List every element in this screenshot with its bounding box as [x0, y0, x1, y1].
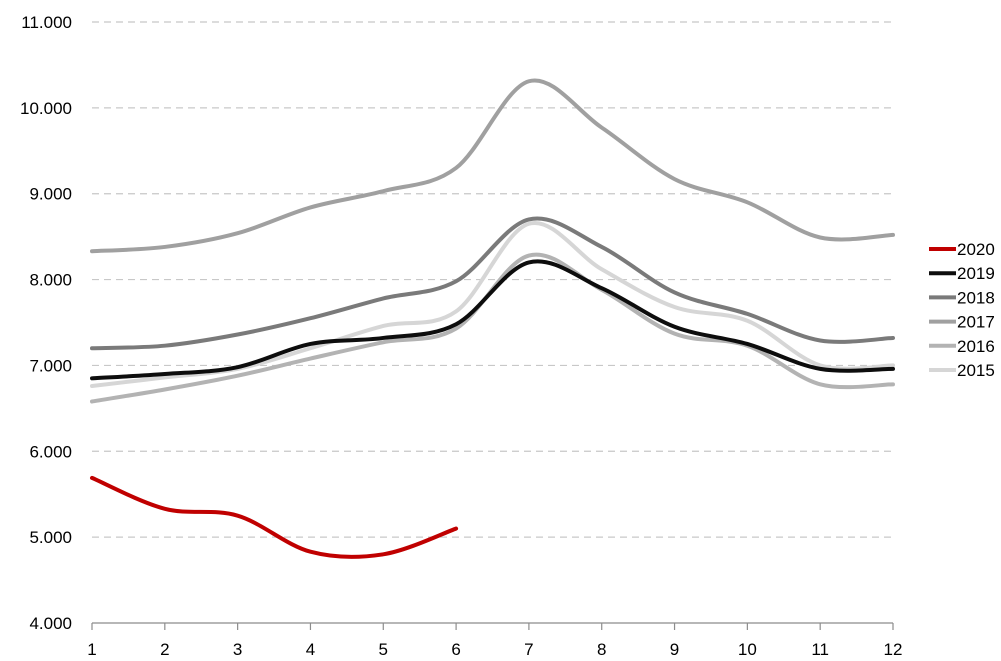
x-tick-label: 5: [379, 640, 388, 659]
x-tick-label: 6: [451, 640, 460, 659]
y-tick-label: 8.000: [29, 271, 72, 290]
legend-label-2016: 2016: [957, 337, 995, 356]
legend: 2020 2019 2018 2017 2016 2015: [929, 240, 995, 380]
series-line-2016: [90, 252, 895, 404]
legend-label-2019: 2019: [957, 264, 995, 283]
x-tick-label: 1: [87, 640, 96, 659]
gridlines: [92, 21, 893, 538]
x-tick-label: 10: [738, 640, 757, 659]
x-tick-label: 4: [306, 640, 315, 659]
y-tick-label: 7.000: [29, 356, 72, 375]
x-tick-label: 12: [884, 640, 903, 659]
y-tick-label: 5.000: [29, 528, 72, 547]
y-tick-label: 9.000: [29, 185, 72, 204]
y-tick-label: 6.000: [29, 442, 72, 461]
series-lines: [90, 78, 895, 559]
y-tick-label: 4.000: [29, 614, 72, 633]
series-line-2018: [90, 216, 895, 351]
x-axis: [91, 622, 894, 630]
series-line-2020: [90, 475, 459, 559]
series-line-2017: [90, 78, 895, 254]
legend-label-2018: 2018: [957, 288, 995, 307]
x-tick-label: 2: [160, 640, 169, 659]
y-tick-label: 11.000: [21, 13, 72, 32]
x-tick-label: 8: [597, 640, 606, 659]
legend-label-2020: 2020: [957, 240, 995, 259]
x-tick-label: 11: [811, 640, 829, 659]
y-axis-tick-labels: 4.000 5.000 6.000 7.000 8.000 9.000 10.000 11.0…: [20, 13, 72, 633]
y-tick-label: 10.000: [20, 99, 72, 118]
x-tick-label: 9: [670, 640, 679, 659]
x-tick-label: 3: [233, 640, 242, 659]
legend-label-2017: 2017: [957, 313, 995, 332]
legend-label-2015: 2015: [957, 361, 995, 380]
x-tick-label: 7: [524, 640, 533, 659]
x-axis-tick-labels: 1 2 3 4 5 6 7 8 9 10 11 12: [87, 640, 902, 659]
series-line-2019: [90, 259, 895, 381]
